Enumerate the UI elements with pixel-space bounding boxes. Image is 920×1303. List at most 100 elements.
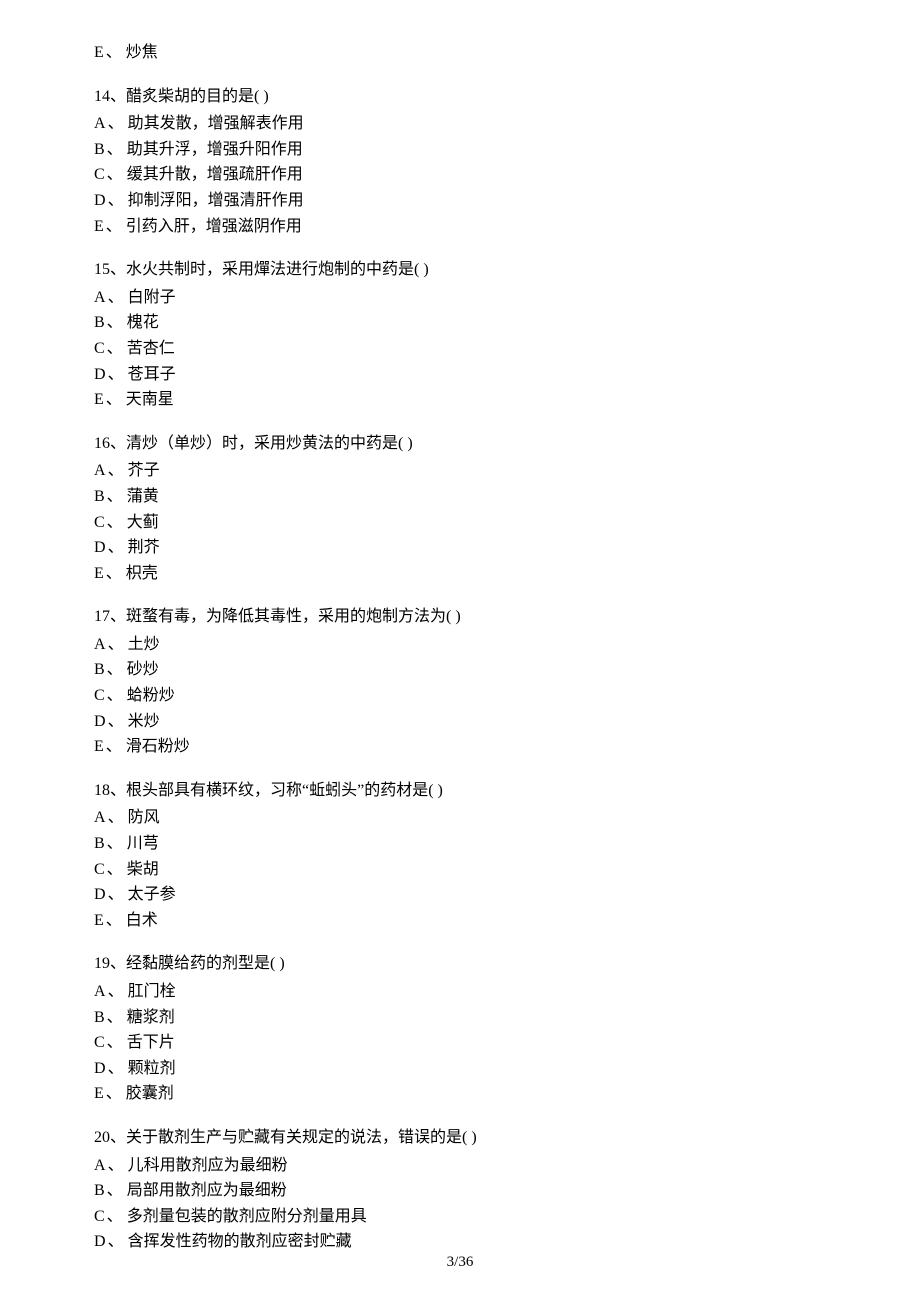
question-stem: 20、关于散剂生产与贮藏有关规定的说法，错误的是( ) [94, 1125, 830, 1151]
question-number: 19 [94, 955, 110, 972]
option: C、蛤粉炒 [94, 683, 830, 709]
option-letter: B [94, 1182, 105, 1199]
option-text: 蒲黄 [127, 488, 159, 505]
question-stem: 15、水火共制时，采用燀法进行炮制的中药是( ) [94, 257, 830, 283]
option-separator: 、 [108, 462, 124, 479]
option-letter: C [94, 514, 105, 531]
option-separator: 、 [108, 886, 124, 903]
option-text: 肛门栓 [128, 983, 176, 1000]
option: B、助其升浮，增强升阳作用 [94, 137, 830, 163]
option-text: 胶囊剂 [126, 1085, 174, 1102]
option-separator: 、 [106, 738, 122, 755]
option: E、引药入肝，增强滋阴作用 [94, 214, 830, 240]
option-separator: 、 [108, 713, 124, 730]
option-letter: D [94, 539, 106, 556]
option: A、助其发散，增强解表作用 [94, 111, 830, 137]
option-letter: C [94, 687, 105, 704]
question-text: 经黏膜给药的剂型是( ) [126, 955, 285, 972]
questions-list: 14、醋炙柴胡的目的是( )A、助其发散，增强解表作用B、助其升浮，增强升阳作用… [94, 84, 830, 1255]
option-letter: E [94, 391, 104, 408]
option: B、砂炒 [94, 657, 830, 683]
option: B、槐花 [94, 310, 830, 336]
option-text: 引药入肝，增强滋阴作用 [126, 218, 302, 235]
option-text: 川芎 [127, 835, 159, 852]
option-text: 糖浆剂 [127, 1009, 175, 1026]
question-block: 15、水火共制时，采用燀法进行炮制的中药是( )A、白附子B、槐花C、苦杏仁D、… [94, 257, 830, 413]
question-number: 20 [94, 1129, 110, 1146]
option-text: 儿科用散剂应为最细粉 [128, 1157, 288, 1174]
option: A、儿科用散剂应为最细粉 [94, 1153, 830, 1179]
option-letter: D [94, 713, 106, 730]
question-number: 17 [94, 608, 110, 625]
option-letter: C [94, 861, 105, 878]
option: D、颗粒剂 [94, 1056, 830, 1082]
question-stem: 14、醋炙柴胡的目的是( ) [94, 84, 830, 110]
question-block: 16、清炒（单炒）时，采用炒黄法的中药是( )A、芥子B、蒲黄C、大蓟D、荆芥E… [94, 431, 830, 587]
option-separator: 、 [106, 1085, 122, 1102]
option-text: 砂炒 [127, 661, 159, 678]
option: C、舌下片 [94, 1030, 830, 1056]
option: C、柴胡 [94, 857, 830, 883]
option-separator: 、 [107, 687, 123, 704]
option-letter: B [94, 835, 105, 852]
option: D、米炒 [94, 709, 830, 735]
option-separator: 、 [107, 661, 123, 678]
option-letter: E [94, 218, 104, 235]
option-separator: 、 [106, 565, 122, 582]
option: E、枳壳 [94, 561, 830, 587]
question-stem: 18、根头部具有横环纹，习称“蚯蚓头”的药材是( ) [94, 778, 830, 804]
page-content: E、炒焦 14、醋炙柴胡的目的是( )A、助其发散，增强解表作用B、助其升浮，增… [0, 0, 920, 1303]
option-letter: E [94, 44, 104, 61]
question-text: 清炒（单炒）时，采用炒黄法的中药是( ) [126, 435, 413, 452]
option-letter: A [94, 115, 106, 132]
option: A、芥子 [94, 458, 830, 484]
option-text: 白术 [126, 912, 158, 929]
question-stem: 17、斑蝥有毒，为降低其毒性，采用的炮制方法为( ) [94, 604, 830, 630]
option-letter: A [94, 1157, 106, 1174]
option-text: 大蓟 [127, 514, 159, 531]
option-separator: 、 [108, 366, 124, 383]
question-number: 16 [94, 435, 110, 452]
option-text: 舌下片 [127, 1034, 175, 1051]
option-separator: 、 [108, 636, 124, 653]
option-text: 柴胡 [127, 861, 159, 878]
orphan-option: E、炒焦 [94, 40, 830, 66]
question-separator: 、 [110, 261, 126, 278]
question-number: 14 [94, 88, 110, 105]
option-letter: A [94, 462, 106, 479]
option-text: 局部用散剂应为最细粉 [127, 1182, 287, 1199]
option-letter: C [94, 1208, 105, 1225]
option: E、胶囊剂 [94, 1081, 830, 1107]
option: C、苦杏仁 [94, 336, 830, 362]
option: A、土炒 [94, 632, 830, 658]
option-text: 助其升浮，增强升阳作用 [127, 141, 303, 158]
option-text: 含挥发性药物的散剂应密封贮藏 [128, 1233, 352, 1250]
page-number-total: 36 [458, 1254, 473, 1270]
option-separator: 、 [107, 1182, 123, 1199]
question-number: 15 [94, 261, 110, 278]
option-letter: B [94, 661, 105, 678]
question-separator: 、 [110, 1129, 126, 1146]
question-stem: 16、清炒（单炒）时，采用炒黄法的中药是( ) [94, 431, 830, 457]
option: A、白附子 [94, 285, 830, 311]
option-text: 防风 [128, 809, 160, 826]
option-text: 芥子 [128, 462, 160, 479]
question-separator: 、 [110, 782, 126, 799]
option: E、天南星 [94, 387, 830, 413]
option-separator: 、 [107, 514, 123, 531]
option-text: 苍耳子 [128, 366, 176, 383]
option: D、荆芥 [94, 535, 830, 561]
option-separator: 、 [106, 912, 122, 929]
option-separator: 、 [108, 809, 124, 826]
option-separator: 、 [108, 115, 124, 132]
option-letter: D [94, 1233, 106, 1250]
option-letter: C [94, 340, 105, 357]
question-number: 18 [94, 782, 110, 799]
option-separator: 、 [108, 1233, 124, 1250]
option: C、多剂量包装的散剂应附分剂量用具 [94, 1204, 830, 1230]
option-text: 颗粒剂 [128, 1060, 176, 1077]
option: B、川芎 [94, 831, 830, 857]
option-separator: 、 [107, 141, 123, 158]
option-text: 缓其升散，增强疏肝作用 [127, 166, 303, 183]
question-separator: 、 [110, 88, 126, 105]
